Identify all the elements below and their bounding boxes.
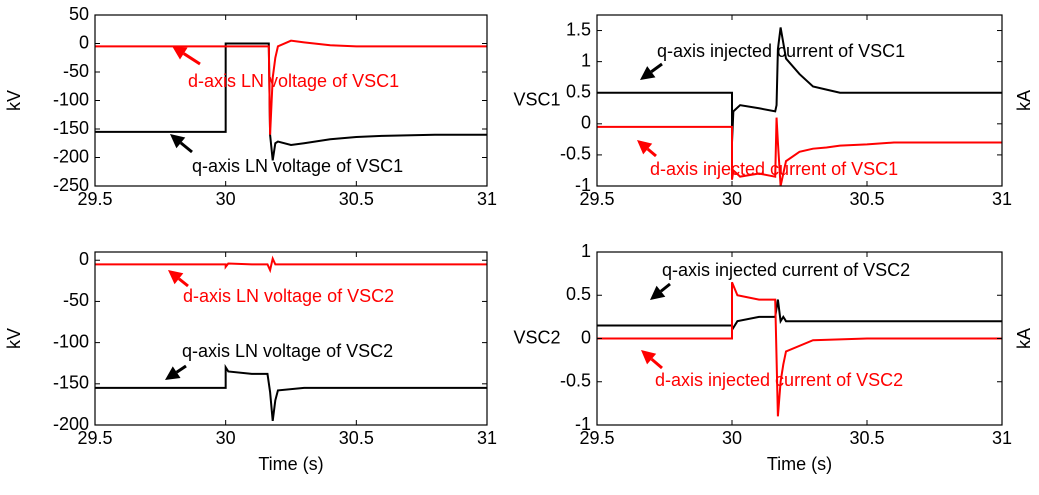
x-tick-label: 31 bbox=[992, 428, 1012, 448]
y-tick-label: -100 bbox=[53, 89, 89, 109]
y-tick-label: -200 bbox=[53, 146, 89, 166]
arrow-head bbox=[637, 140, 653, 155]
arrow-shaft bbox=[177, 277, 189, 288]
y-tick-label: -100 bbox=[53, 331, 89, 351]
y-tick-label: 0 bbox=[581, 327, 591, 347]
right-axis-label: kA bbox=[1014, 90, 1034, 111]
arrow-shaft bbox=[659, 282, 671, 293]
x-tick-label: 29.5 bbox=[77, 428, 112, 448]
x-tick-label: 30.5 bbox=[849, 428, 884, 448]
y-tick-label: -1 bbox=[575, 175, 591, 195]
y-tick-label: 0 bbox=[79, 249, 89, 269]
series-line bbox=[95, 39, 487, 135]
axes-frame bbox=[596, 14, 1003, 187]
y-tick-label: 1.5 bbox=[566, 19, 591, 39]
annotation: d-axis injected current of VSC2 bbox=[655, 370, 903, 390]
y-tick-label: 50 bbox=[69, 4, 89, 24]
arrow-shaft bbox=[650, 62, 663, 73]
x-tick-label: 30 bbox=[722, 428, 742, 448]
x-tick-label: 29.5 bbox=[579, 428, 614, 448]
arrow-head bbox=[172, 46, 188, 60]
y-tick-label: 0.5 bbox=[566, 284, 591, 304]
x-tick-label: 29.5 bbox=[579, 189, 614, 209]
series-line bbox=[95, 42, 487, 161]
series-line bbox=[597, 281, 1002, 417]
y-tick-label: 0 bbox=[79, 32, 89, 52]
x-tick-label: 29.5 bbox=[77, 189, 112, 209]
series-line bbox=[95, 255, 487, 274]
x-tick-label: 31 bbox=[992, 189, 1012, 209]
y-tick-label: 1 bbox=[581, 241, 591, 261]
x-tick-label: 31 bbox=[477, 428, 497, 448]
series-line bbox=[597, 117, 1002, 186]
x-axis-label: Time (s) bbox=[258, 454, 323, 474]
annotation: d-axis injected current of VSC1 bbox=[650, 159, 898, 179]
y-tick-label: 1 bbox=[581, 50, 591, 70]
annotation: d-axis LN voltage of VSC1 bbox=[188, 71, 399, 91]
arrow-head bbox=[641, 350, 657, 365]
y-tick-label: -0.5 bbox=[560, 144, 591, 164]
annotation: q-axis LN voltage of VSC2 bbox=[182, 341, 393, 361]
arrow-shaft bbox=[650, 357, 663, 370]
arrow-head bbox=[168, 270, 184, 285]
x-tick-label: 31 bbox=[477, 189, 497, 209]
arrow-head bbox=[650, 285, 666, 300]
y-tick-label: -150 bbox=[53, 118, 89, 138]
series-line bbox=[597, 299, 1002, 334]
series-line bbox=[95, 363, 487, 422]
y-tick-label: -50 bbox=[63, 290, 89, 310]
x-axis-label: Time (s) bbox=[767, 454, 832, 474]
right-axis-label: kA bbox=[1014, 328, 1034, 349]
y-axis-label: VSC1 bbox=[513, 89, 560, 109]
x-tick-label: 30.5 bbox=[849, 189, 884, 209]
y-tick-label: -200 bbox=[53, 414, 89, 434]
axes-frame bbox=[94, 251, 488, 426]
arrow-head bbox=[165, 366, 181, 380]
y-axis-label: kV bbox=[4, 328, 24, 349]
x-tick-label: 30 bbox=[216, 189, 236, 209]
y-tick-label: 0 bbox=[581, 113, 591, 133]
arrow-head bbox=[640, 66, 656, 80]
y-tick-label: 0.5 bbox=[566, 81, 591, 101]
x-tick-label: 30.5 bbox=[339, 428, 374, 448]
y-tick-label: -50 bbox=[63, 61, 89, 81]
x-tick-label: 30 bbox=[216, 428, 236, 448]
series-line bbox=[597, 27, 1002, 143]
annotation: q-axis injected current of VSC1 bbox=[657, 41, 905, 61]
arrow-shaft bbox=[175, 364, 187, 374]
y-tick-label: -1 bbox=[575, 414, 591, 434]
y-axis-label: kV bbox=[4, 90, 24, 111]
y-axis-label: VSC2 bbox=[513, 327, 560, 347]
y-tick-label: -250 bbox=[53, 175, 89, 195]
y-tick-label: -150 bbox=[53, 373, 89, 393]
annotation: q-axis LN voltage of VSC1 bbox=[192, 156, 403, 176]
annotation: d-axis LN voltage of VSC2 bbox=[183, 286, 394, 306]
annotation: q-axis injected current of VSC2 bbox=[662, 260, 910, 280]
y-tick-label: -0.5 bbox=[560, 371, 591, 391]
arrow-head bbox=[170, 134, 186, 149]
arrow-shaft bbox=[182, 52, 201, 66]
arrow-shaft bbox=[646, 147, 657, 158]
x-tick-label: 30.5 bbox=[339, 189, 374, 209]
arrow-shaft bbox=[179, 141, 193, 154]
x-tick-label: 30 bbox=[722, 189, 742, 209]
